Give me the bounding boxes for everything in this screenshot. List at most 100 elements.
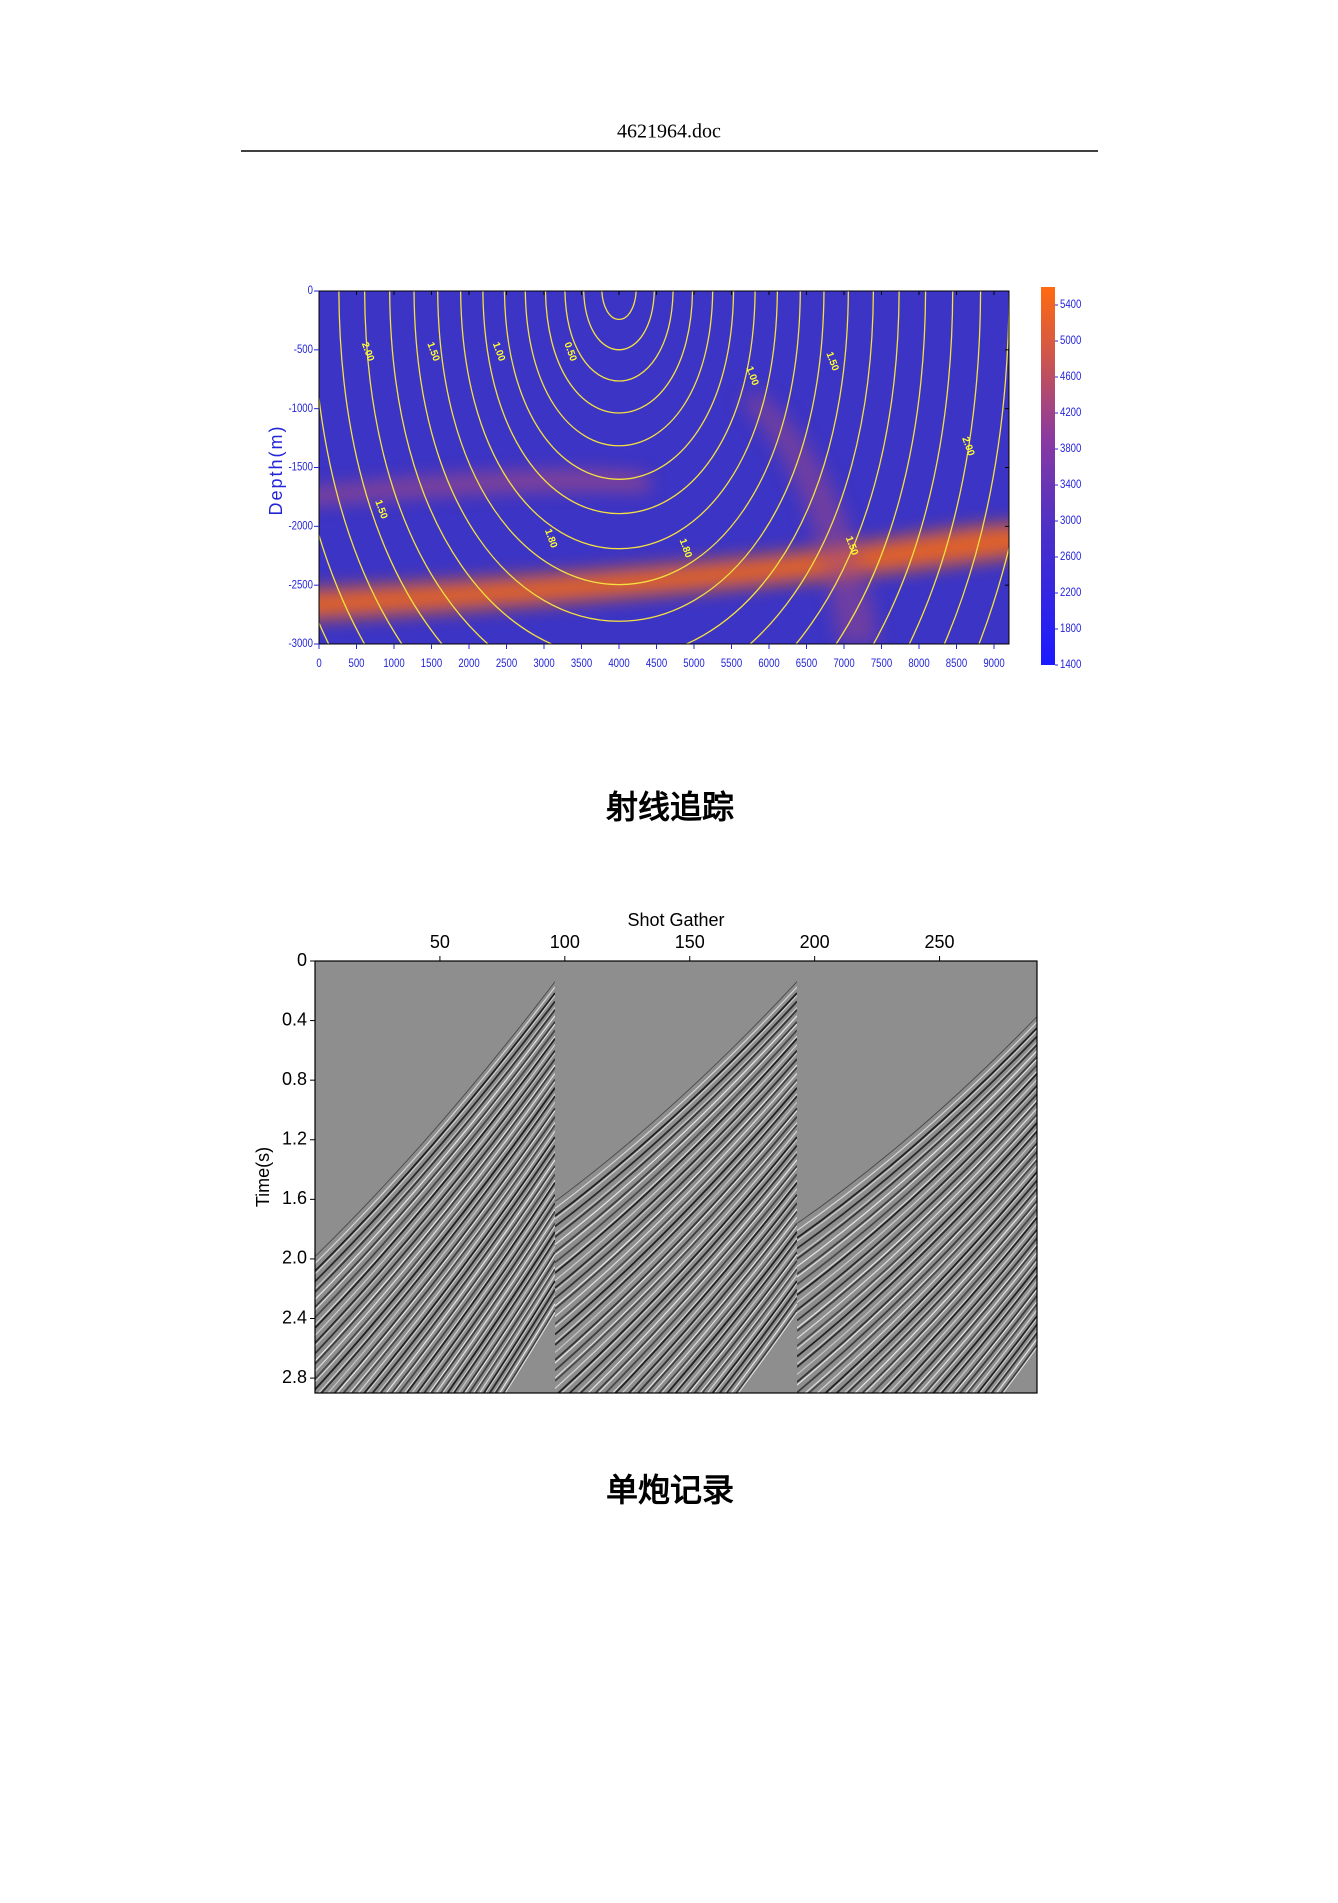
- contour-line: [943, 291, 1009, 644]
- doc-header: 4621964.doc: [617, 121, 721, 143]
- reflection: [797, 1245, 1037, 1393]
- reflection: [555, 1268, 797, 1393]
- reflection: [555, 1225, 797, 1393]
- reflection: [555, 1309, 797, 1393]
- reflection: [797, 1145, 1037, 1386]
- reflection: [315, 1144, 555, 1393]
- reflection: [797, 1171, 1037, 1393]
- y-tick-label: 0.4: [282, 1009, 307, 1029]
- reflection: [315, 1116, 555, 1393]
- reflection: [315, 1274, 555, 1393]
- y-tick-label: -2000: [288, 520, 313, 533]
- contour-line: [601, 291, 637, 321]
- reflection: [315, 1179, 555, 1393]
- reflection: [315, 1087, 555, 1391]
- contour-line: [319, 291, 927, 644]
- reflection: [797, 1113, 1037, 1347]
- reflection: [315, 1202, 555, 1393]
- colorbar-label: 5000: [1060, 334, 1081, 347]
- reflection: [797, 1128, 1037, 1365]
- colorbar-label: 1400: [1060, 658, 1081, 671]
- reflection: [797, 1099, 1037, 1329]
- reflection: [797, 1070, 1037, 1293]
- reflection: [315, 1107, 555, 1393]
- reflection: [555, 1081, 797, 1328]
- reflection: [315, 1021, 555, 1308]
- reflection: [315, 992, 555, 1272]
- velocity-figure: 2.00 1.50 1.00 0.501.001.502.001.501.80 1.80…: [266, 284, 1082, 671]
- reflection: [555, 1159, 797, 1393]
- reflection: [797, 1079, 1037, 1303]
- reflection: [797, 1072, 1037, 1296]
- reflection: [555, 1021, 797, 1253]
- reflection: [315, 1173, 555, 1393]
- reflection: [555, 992, 797, 1217]
- colorbar-label: 4200: [1060, 406, 1081, 419]
- reflection: [555, 1078, 797, 1325]
- colorbar: [1041, 287, 1055, 665]
- contour-line: [338, 291, 900, 644]
- reflection: [315, 1283, 555, 1393]
- figure-caption: 射线追踪: [605, 788, 734, 826]
- x-tick-label: 3500: [571, 657, 592, 670]
- y-tick-label: 0: [308, 284, 313, 297]
- reflection: [555, 1251, 797, 1393]
- reflection: [797, 1274, 1037, 1393]
- y-tick-label: -3000: [288, 637, 313, 650]
- y-tick-label: 0: [297, 950, 307, 970]
- reflection: [797, 1058, 1037, 1278]
- reflection: [315, 1050, 555, 1344]
- reflection: [315, 1266, 555, 1393]
- reflection: [797, 1122, 1037, 1358]
- reflection: [315, 1035, 555, 1326]
- reflection: [555, 1023, 797, 1256]
- reflection: [797, 1188, 1037, 1393]
- reflection: [555, 1066, 797, 1310]
- reflection: [555, 1179, 797, 1393]
- reflection: [315, 1210, 555, 1393]
- reflection: [797, 1289, 1037, 1393]
- reflection: [315, 1165, 555, 1393]
- x-tick-label: 200: [800, 932, 830, 952]
- contour-line: [978, 544, 1009, 644]
- reflection: [315, 1122, 555, 1393]
- reflection: [555, 1217, 797, 1393]
- x-tick-label: 4000: [608, 657, 629, 670]
- reflection: [555, 986, 797, 1209]
- reflection: [315, 1151, 555, 1393]
- reflection: [315, 1023, 555, 1311]
- reflection: [315, 1101, 555, 1393]
- reflection: [797, 1027, 1037, 1239]
- reflection: [797, 1084, 1037, 1311]
- reflection: [315, 1124, 555, 1393]
- reflection: [555, 1274, 797, 1393]
- reflection: [315, 1251, 555, 1393]
- reflection: [315, 1073, 555, 1372]
- reflection: [797, 1159, 1037, 1393]
- reflection: [797, 1332, 1037, 1393]
- reflection: [797, 1237, 1037, 1393]
- reflection: [315, 1058, 555, 1355]
- reflection: [797, 1050, 1037, 1267]
- reflection: [797, 1157, 1037, 1393]
- reflection: [315, 1110, 555, 1393]
- reflection: [797, 1346, 1037, 1393]
- reflection: [315, 1029, 555, 1319]
- reflection: [797, 1257, 1037, 1393]
- reflection: [315, 1225, 555, 1393]
- reflection: [555, 1095, 797, 1346]
- reflection: [315, 1188, 555, 1393]
- colorbar-label: 3800: [1060, 442, 1081, 455]
- reflection: [315, 1297, 555, 1393]
- reflection: [315, 1245, 555, 1393]
- reflection: [555, 1006, 797, 1235]
- reflection: [797, 1142, 1037, 1383]
- reflection: [555, 1283, 797, 1393]
- reflection: [315, 1208, 555, 1393]
- reflection: [797, 1266, 1037, 1393]
- reflection: [315, 1064, 555, 1362]
- reflection: [555, 1188, 797, 1393]
- x-tick-label: 1500: [421, 657, 442, 670]
- reflection: [315, 1303, 555, 1393]
- reflection: [555, 1093, 797, 1343]
